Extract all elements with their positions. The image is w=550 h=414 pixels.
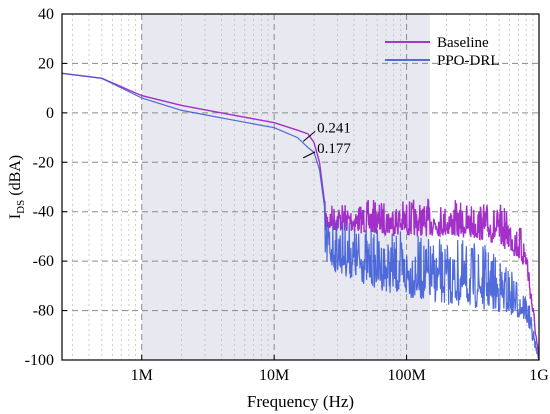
axis-ticks: 40 20 0 -20 -40 -60 -80 -100 1M 10M 100M 1G: [25, 6, 550, 384]
y-tick-label: 20: [38, 55, 54, 72]
y-tick-label: 40: [38, 6, 54, 23]
annotation-label: 0.241: [317, 120, 351, 136]
plot-frame: [61, 13, 540, 361]
y-tick-label: -40: [33, 204, 54, 221]
x-tick-label: 1G: [529, 367, 549, 384]
y-tick-label: -20: [33, 154, 54, 171]
legend-label: Baseline: [437, 35, 489, 51]
annotation-pointer: [302, 130, 316, 142]
y-tick-label: -60: [33, 253, 54, 270]
series-ppo-drl-line: [61, 72, 540, 361]
shaded-band: [141, 14, 430, 360]
y-tick-label: -80: [33, 303, 54, 320]
annotation-pointer: [302, 151, 316, 159]
y-axis-label-subscript: DS: [15, 200, 27, 214]
x-axis-label: Frequency (Hz): [247, 392, 354, 411]
legend: Baseline PPO-DRL: [385, 35, 500, 69]
y-tick-label: 0: [46, 105, 54, 122]
y-axis-label-main: I: [7, 214, 24, 219]
annotation-label: 0.177: [317, 141, 351, 157]
y-axis-label-unit: (dBA): [7, 155, 24, 200]
legend-label: PPO-DRL: [437, 53, 500, 69]
x-tick-label: 100M: [387, 367, 425, 384]
y-tick-label: -100: [25, 352, 54, 369]
series-baseline-line: [61, 72, 540, 361]
traces: [61, 72, 540, 361]
x-tick-label: 1M: [131, 367, 153, 384]
x-tick-label: 10M: [259, 367, 289, 384]
y-axis-label: IDS (dBA): [7, 155, 27, 219]
annotations: 0.241 0.177: [302, 120, 351, 159]
